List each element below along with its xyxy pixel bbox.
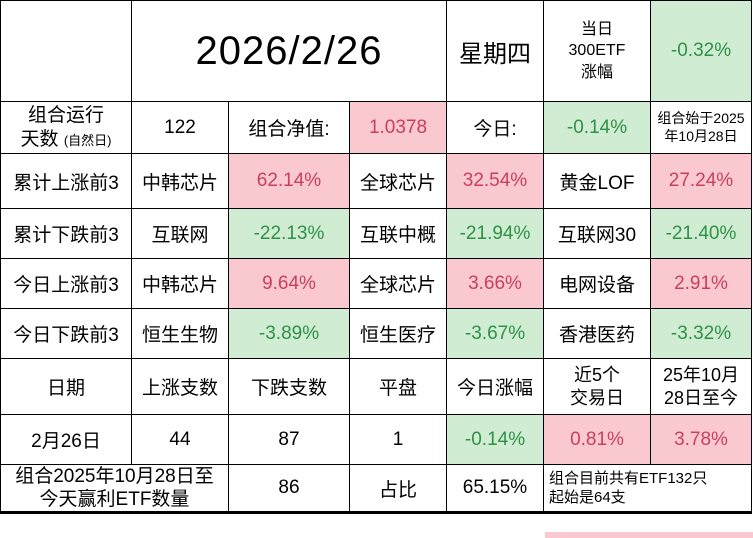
today-label-cell[interactable]: 今日: bbox=[446, 101, 544, 154]
etf-name-cell[interactable]: 中韩芯片 bbox=[131, 153, 229, 209]
since-start-change-cell[interactable]: 3.78% bbox=[650, 414, 752, 465]
stats-header-today-cell[interactable]: 今日涨幅 bbox=[446, 358, 544, 415]
nav-label-cell[interactable]: 组合净值: bbox=[228, 101, 350, 154]
ratio-label-cell[interactable]: 占比 bbox=[349, 463, 447, 514]
etf-value-cell[interactable]: 3.66% bbox=[446, 258, 544, 309]
etf-value-cell[interactable]: 2.91% bbox=[650, 258, 752, 309]
etf-name-cell[interactable]: 黄金LOF bbox=[543, 153, 651, 209]
run-days-value-cell[interactable]: 122 bbox=[131, 101, 229, 154]
today-gainers-row: 今日上涨前3 中韩芯片 9.64% 全球芯片 3.66% 电网设备 2.91% bbox=[0, 258, 752, 309]
etf-name-cell[interactable]: 电网设备 bbox=[543, 258, 651, 309]
summary-label-cell[interactable]: 组合2025年10月28日至 今天赢利ETF数量 bbox=[0, 463, 229, 514]
portfolio-summary-table: 2026/2/26 星期四 当日 300ETF 涨幅 -0.32% 组合运行 天… bbox=[0, 0, 752, 515]
etf-value-cell[interactable]: 32.54% bbox=[446, 153, 544, 209]
last5-change-cell[interactable]: 0.81% bbox=[543, 414, 651, 465]
etf-value-cell[interactable]: 62.14% bbox=[228, 153, 350, 209]
etf-name-cell[interactable]: 全球芯片 bbox=[349, 153, 447, 209]
etf-name-cell[interactable]: 互联中概 bbox=[349, 208, 447, 259]
run-days-label-cell[interactable]: 组合运行 天数 (自然日) bbox=[0, 101, 132, 154]
etf-value-cell[interactable]: 27.24% bbox=[650, 153, 752, 209]
stats-header-since-cell[interactable]: 25年10月 28日至今 bbox=[650, 358, 752, 415]
today-change-cell[interactable]: -0.14% bbox=[446, 414, 544, 465]
cumulative-losers-row: 累计下跌前3 互联网 -22.13% 互联中概 -21.94% 互联网30 -2… bbox=[0, 208, 752, 259]
etf-name-cell[interactable]: 香港医药 bbox=[543, 308, 651, 359]
flat-count-cell[interactable]: 1 bbox=[349, 414, 447, 465]
stats-header-flat-cell[interactable]: 平盘 bbox=[349, 358, 447, 415]
stats-header-down-cell[interactable]: 下跌支数 bbox=[228, 358, 350, 415]
stats-header-up-cell[interactable]: 上涨支数 bbox=[131, 358, 229, 415]
ranking-row-label[interactable]: 累计上涨前3 bbox=[0, 153, 132, 209]
stats-header-row: 日期 上涨支数 下跌支数 平盘 今日涨幅 近5个 交易日 25年10月 28日至… bbox=[0, 358, 752, 415]
nav-value-cell[interactable]: 1.0378 bbox=[349, 101, 447, 154]
today-value-cell[interactable]: -0.14% bbox=[543, 101, 651, 154]
empty-corner-cell[interactable] bbox=[0, 0, 132, 102]
stats-header-date-cell[interactable]: 日期 bbox=[0, 358, 132, 415]
etf-value-cell[interactable]: -3.89% bbox=[228, 308, 350, 359]
etf-value-cell[interactable]: -21.94% bbox=[446, 208, 544, 259]
portfolio-note-cell[interactable]: 组合目前共有ETF132只 起始是64支 bbox=[543, 463, 752, 514]
date-cell[interactable]: 2026/2/26 bbox=[131, 0, 447, 102]
stats-date-cell[interactable]: 2月26日 bbox=[0, 414, 132, 465]
weekday-cell[interactable]: 星期四 bbox=[446, 0, 544, 102]
etf300-label-cell[interactable]: 当日 300ETF 涨幅 bbox=[543, 0, 651, 102]
summary-row: 组合2025年10月28日至 今天赢利ETF数量 86 占比 65.15% 组合… bbox=[0, 463, 752, 514]
etf-value-cell[interactable]: -3.32% bbox=[650, 308, 752, 359]
run-days-row: 组合运行 天数 (自然日) 122 组合净值: 1.0378 今日: -0.14… bbox=[0, 101, 752, 154]
etf-value-cell[interactable]: -21.40% bbox=[650, 208, 752, 259]
ranking-row-label[interactable]: 今日上涨前3 bbox=[0, 258, 132, 309]
etf300-change-cell[interactable]: -0.32% bbox=[650, 0, 752, 102]
ranking-row-label[interactable]: 累计下跌前3 bbox=[0, 208, 132, 259]
today-losers-row: 今日下跌前3 恒生生物 -3.89% 恒生医疗 -3.67% 香港医药 -3.3… bbox=[0, 308, 752, 359]
etf-name-cell[interactable]: 互联网 bbox=[131, 208, 229, 259]
etf-name-cell[interactable]: 恒生生物 bbox=[131, 308, 229, 359]
up-count-cell[interactable]: 44 bbox=[131, 414, 229, 465]
ranking-row-label[interactable]: 今日下跌前3 bbox=[0, 308, 132, 359]
stats-header-last5-cell[interactable]: 近5个 交易日 bbox=[543, 358, 651, 415]
etf-value-cell[interactable]: 9.64% bbox=[228, 258, 350, 309]
win-count-cell[interactable]: 86 bbox=[228, 463, 350, 514]
cumulative-gainers-row: 累计上涨前3 中韩芯片 62.14% 全球芯片 32.54% 黄金LOF 27.… bbox=[0, 153, 752, 209]
etf-value-cell[interactable]: -3.67% bbox=[446, 308, 544, 359]
etf-name-cell[interactable]: 全球芯片 bbox=[349, 258, 447, 309]
header-row: 2026/2/26 星期四 当日 300ETF 涨幅 -0.32% bbox=[0, 0, 752, 102]
etf-value-cell[interactable]: -22.13% bbox=[228, 208, 350, 259]
down-count-cell[interactable]: 87 bbox=[228, 414, 350, 465]
start-note-cell[interactable]: 组合始于2025 年10月28日 bbox=[650, 101, 752, 154]
next-row-fill-sliver bbox=[545, 532, 753, 538]
etf-name-cell[interactable]: 互联网30 bbox=[543, 208, 651, 259]
etf-name-cell[interactable]: 恒生医疗 bbox=[349, 308, 447, 359]
run-days-label-suffix: (自然日) bbox=[63, 132, 112, 148]
etf-name-cell[interactable]: 中韩芯片 bbox=[131, 258, 229, 309]
ratio-value-cell[interactable]: 65.15% bbox=[446, 463, 544, 514]
stats-values-row: 2月26日 44 87 1 -0.14% 0.81% 3.78% bbox=[0, 414, 752, 465]
run-days-label: 组合运行 天数 bbox=[20, 104, 104, 150]
